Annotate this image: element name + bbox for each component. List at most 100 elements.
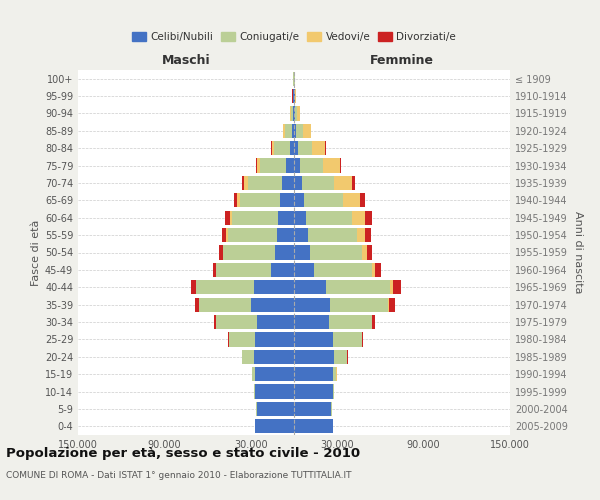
Bar xyxy=(294,124,296,138)
Bar xyxy=(248,176,283,190)
Bar xyxy=(294,315,329,329)
Bar xyxy=(274,141,290,156)
Bar xyxy=(257,315,294,329)
Bar xyxy=(290,141,294,156)
Bar xyxy=(254,384,255,398)
Bar xyxy=(294,384,333,398)
Bar xyxy=(340,158,341,172)
Bar xyxy=(254,280,294,294)
Y-axis label: Anni di nascita: Anni di nascita xyxy=(573,211,583,294)
Bar xyxy=(352,176,355,190)
Bar xyxy=(222,228,226,242)
Bar xyxy=(260,158,286,172)
Bar xyxy=(294,158,300,172)
Bar xyxy=(294,210,306,225)
Bar xyxy=(296,124,304,138)
Bar xyxy=(283,176,294,190)
Bar xyxy=(242,176,244,190)
Bar xyxy=(334,176,352,190)
Legend: Celibi/Nubili, Coniugati/e, Vedovi/e, Divorziati/e: Celibi/Nubili, Coniugati/e, Vedovi/e, Di… xyxy=(128,28,460,46)
Bar xyxy=(294,350,334,364)
Bar xyxy=(280,193,294,208)
Bar xyxy=(333,384,334,398)
Bar xyxy=(277,228,294,242)
Bar xyxy=(314,263,372,277)
Bar xyxy=(294,298,330,312)
Bar xyxy=(362,332,363,346)
Bar xyxy=(294,332,333,346)
Bar xyxy=(304,124,311,138)
Bar xyxy=(291,106,293,120)
Bar xyxy=(294,367,333,382)
Bar xyxy=(257,402,294,416)
Bar xyxy=(256,158,257,172)
Bar xyxy=(196,280,254,294)
Bar xyxy=(283,124,284,138)
Bar xyxy=(294,280,326,294)
Bar xyxy=(298,141,312,156)
Bar xyxy=(391,280,392,294)
Bar xyxy=(294,228,308,242)
Text: Maschi: Maschi xyxy=(161,54,211,66)
Bar xyxy=(199,298,251,312)
Bar xyxy=(306,210,352,225)
Bar xyxy=(229,332,255,346)
Bar xyxy=(334,350,347,364)
Bar xyxy=(225,210,230,225)
Bar xyxy=(295,106,297,120)
Bar xyxy=(244,176,248,190)
Bar xyxy=(219,246,223,260)
Bar xyxy=(223,246,275,260)
Bar xyxy=(216,263,271,277)
Bar xyxy=(362,246,367,260)
Bar xyxy=(213,263,216,277)
Bar xyxy=(275,246,294,260)
Bar xyxy=(294,141,298,156)
Bar xyxy=(297,106,300,120)
Bar xyxy=(284,124,292,138)
Bar xyxy=(242,350,254,364)
Bar xyxy=(214,315,216,329)
Bar xyxy=(255,367,294,382)
Bar xyxy=(365,228,371,242)
Bar xyxy=(300,158,323,172)
Bar xyxy=(230,210,232,225)
Bar xyxy=(312,141,325,156)
Bar xyxy=(302,176,334,190)
Bar xyxy=(237,193,240,208)
Text: Femmine: Femmine xyxy=(370,54,434,66)
Bar xyxy=(232,210,278,225)
Bar xyxy=(365,210,372,225)
Bar xyxy=(292,124,294,138)
Bar xyxy=(255,384,294,398)
Bar xyxy=(271,263,294,277)
Bar xyxy=(294,176,302,190)
Bar xyxy=(252,367,255,382)
Bar xyxy=(255,419,294,434)
Bar xyxy=(228,228,277,242)
Bar xyxy=(254,350,294,364)
Bar xyxy=(388,298,389,312)
Bar xyxy=(278,210,294,225)
Bar xyxy=(330,298,388,312)
Bar xyxy=(255,332,294,346)
Bar xyxy=(294,193,304,208)
Bar xyxy=(226,228,228,242)
Bar xyxy=(257,158,260,172)
Bar xyxy=(333,332,362,346)
Bar xyxy=(191,280,196,294)
Bar xyxy=(251,298,294,312)
Text: Popolazione per età, sesso e stato civile - 2010: Popolazione per età, sesso e stato civil… xyxy=(6,448,360,460)
Bar xyxy=(233,193,237,208)
Bar xyxy=(294,419,333,434)
Bar xyxy=(343,193,360,208)
Bar xyxy=(323,158,340,172)
Bar xyxy=(360,193,365,208)
Bar xyxy=(240,193,280,208)
Bar xyxy=(389,298,395,312)
Text: COMUNE DI ROMA - Dati ISTAT 1° gennaio 2010 - Elaborazione TUTTITALIA.IT: COMUNE DI ROMA - Dati ISTAT 1° gennaio 2… xyxy=(6,471,352,480)
Bar xyxy=(195,298,199,312)
Bar xyxy=(310,246,362,260)
Bar xyxy=(372,263,376,277)
Bar xyxy=(356,228,365,242)
